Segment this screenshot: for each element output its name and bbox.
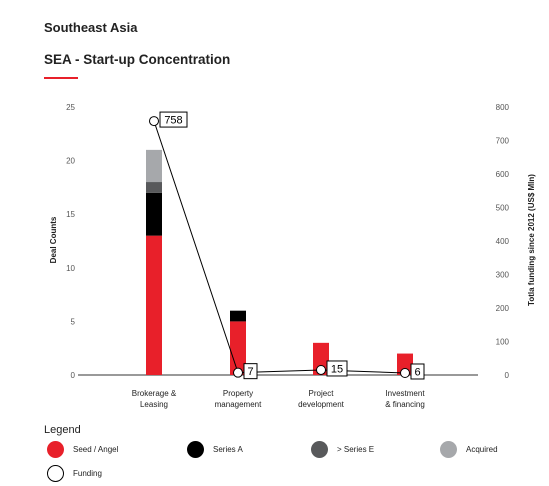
funding-series: 758 7 15 6 [149, 111, 425, 380]
legend-item: Funding [47, 465, 102, 482]
y2-tick-label: 400 [496, 237, 510, 246]
region-heading: Southeast Asia [44, 20, 138, 35]
y-tick-label: 25 [66, 103, 75, 112]
chart: 0 5 10 15 20 25 0 100 200 300 400 500 600 700 800 Bro… [49, 103, 536, 409]
left-axis-ticks: 0 5 10 15 20 25 [66, 103, 75, 380]
legend-swatch [440, 441, 457, 458]
legend-swatch [47, 441, 64, 458]
legend-item: Seed / Angel [47, 441, 118, 458]
funding-label-box [410, 363, 425, 380]
legend-swatch [47, 465, 64, 482]
title-accent-line [44, 77, 78, 79]
right-axis-ticks: 0 100 200 300 400 500 600 700 800 [496, 103, 510, 380]
funding-line [153, 120, 406, 374]
chart-title: SEA - Start-up Concentration [44, 52, 231, 67]
bar-segment [146, 192, 162, 236]
legend-label: Seed / Angel [73, 445, 119, 454]
legend-item: > Series E [311, 441, 374, 458]
legend-label: Funding [73, 469, 102, 478]
funding-label-box [159, 111, 188, 128]
funding-label: 7 [247, 366, 253, 378]
y2-tick-label: 0 [505, 371, 510, 380]
funding-point [149, 116, 159, 127]
bar-segment [146, 182, 162, 193]
bar-segment [146, 235, 162, 375]
y2-tick-label: 600 [496, 170, 510, 179]
legend-label: > Series E [337, 445, 375, 454]
category-label: Investment & financing [385, 389, 425, 409]
y-tick-label: 10 [66, 264, 75, 273]
legend-label: Acquired [466, 445, 498, 454]
bar-segment [230, 310, 246, 322]
funding-label: 758 [164, 115, 182, 127]
funding-point [233, 367, 243, 378]
bar-segment [146, 149, 162, 183]
y2-axis-label: Totla funding since 2012 (US$ Mln) [527, 174, 536, 306]
y-axis-label: Deal Counts [49, 216, 58, 263]
bars [146, 149, 413, 375]
legend-label: Series A [213, 445, 243, 454]
category-label: Brokerage & Leasing [132, 389, 177, 409]
y-tick-label: 0 [71, 371, 76, 380]
legend-swatch [311, 441, 328, 458]
y2-tick-label: 200 [496, 304, 510, 313]
y-tick-label: 15 [66, 210, 75, 219]
y-tick-label: 5 [71, 317, 76, 326]
funding-label-box [326, 360, 348, 377]
y2-tick-label: 100 [496, 338, 510, 347]
bar-segment [313, 342, 329, 375]
funding-label: 15 [331, 363, 343, 375]
legend-item: Acquired [440, 441, 498, 458]
y2-tick-label: 700 [496, 137, 510, 146]
funding-point [400, 367, 410, 378]
funding-point [316, 364, 326, 375]
y2-tick-label: 800 [496, 103, 510, 112]
category-labels: Brokerage & Leasing Property management Proj… [132, 389, 426, 409]
funding-label-box [243, 363, 258, 380]
category-label: Project development [298, 389, 345, 409]
y2-tick-label: 300 [496, 271, 510, 280]
legend-swatch [187, 441, 204, 458]
legend-title: Legend [44, 424, 81, 436]
y-tick-label: 20 [66, 157, 75, 166]
bar-segment [397, 353, 413, 375]
funding-label: 6 [414, 366, 420, 378]
y2-tick-label: 500 [496, 204, 510, 213]
category-label: Property management [215, 389, 262, 409]
legend-item: Series A [187, 441, 243, 458]
